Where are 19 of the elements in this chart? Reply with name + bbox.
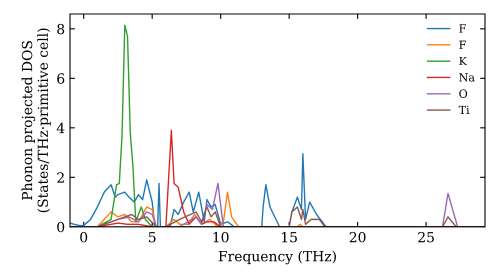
y-axis-title: Phonon projected DOS (States/THz·primitive cell) — [22, 28, 51, 212]
y-tick-label: 2 — [57, 172, 64, 183]
x-tick-label: 10 — [214, 232, 229, 242]
legend-label: F — [459, 40, 466, 49]
x-tick-label: 0 — [80, 232, 88, 242]
y-tick-label: 0 — [57, 222, 64, 232]
legend-label: Ti — [458, 106, 470, 114]
x-tick-label: 25 — [418, 232, 434, 242]
y-tick-label: 8 — [57, 24, 64, 34]
legend-label: O — [459, 89, 468, 98]
x-tick-label: 15 — [282, 232, 297, 242]
x-axis-title: Frequency (THz) — [218, 250, 336, 264]
x-tick-label: 5 — [148, 232, 156, 242]
y-tick-label: 4 — [56, 122, 64, 134]
legend-label: F — [459, 24, 466, 32]
y-tick-label: 6 — [57, 73, 64, 84]
legend-label: Na — [459, 73, 475, 82]
legend-label: K — [459, 56, 468, 66]
x-tick-label: 20 — [350, 232, 366, 242]
